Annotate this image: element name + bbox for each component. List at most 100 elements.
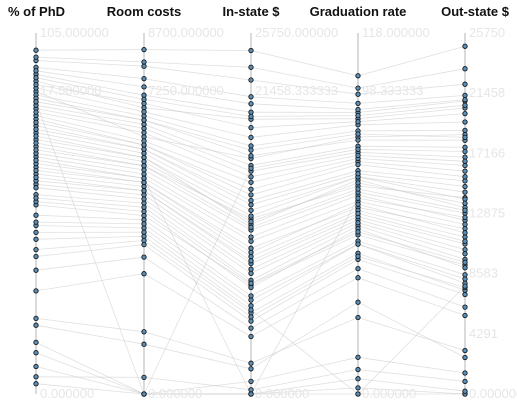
- data-point: [355, 201, 361, 207]
- data-point: [462, 272, 468, 278]
- data-point: [462, 81, 468, 87]
- tick-label: 17.500000: [40, 83, 101, 98]
- tick-label: 105.000000: [40, 25, 109, 40]
- axis-title-instate: In-state $: [222, 4, 280, 19]
- data-point: [248, 109, 254, 115]
- data-point: [141, 142, 147, 148]
- data-point: [33, 157, 39, 163]
- data-point: [248, 77, 254, 83]
- tick-label: 17166: [469, 145, 505, 160]
- data-point: [462, 347, 468, 354]
- data-point: [462, 221, 468, 228]
- tick-label: 12875: [469, 206, 505, 221]
- data-point: [141, 329, 147, 335]
- data-point: [462, 312, 468, 319]
- data-point: [141, 391, 147, 397]
- data-point: [462, 259, 468, 265]
- data-point: [462, 196, 468, 202]
- data-point: [248, 253, 254, 260]
- data-point: [33, 140, 39, 146]
- data-point: [141, 188, 147, 194]
- data-point: [462, 148, 468, 155]
- data-point: [248, 318, 254, 324]
- data-point: [33, 119, 39, 126]
- data-point: [33, 75, 39, 81]
- data-point: [248, 192, 254, 198]
- data-point: [462, 230, 468, 236]
- data-point: [355, 91, 361, 97]
- data-point: [462, 168, 468, 174]
- tick-label: 4291: [469, 326, 498, 341]
- data-point: [355, 100, 361, 107]
- data-point: [141, 179, 147, 186]
- tick-label: 118.000000: [362, 25, 430, 40]
- data-point: [248, 391, 254, 397]
- data-point: [141, 84, 147, 90]
- data-point: [355, 85, 361, 91]
- tick-label: 0.000000: [40, 386, 94, 401]
- tick-label: 0.000000: [148, 386, 202, 401]
- data-point: [33, 212, 39, 218]
- data-point: [248, 186, 254, 192]
- axis-title-outstate: Out-state $: [441, 4, 510, 19]
- data-point: [141, 204, 147, 210]
- data-point: [248, 207, 254, 213]
- data-point: [248, 325, 254, 331]
- data-point: [462, 110, 468, 117]
- data-point: [141, 117, 147, 123]
- data-point: [141, 92, 147, 98]
- data-point: [355, 106, 361, 113]
- data-point: [248, 314, 254, 320]
- data-point: [141, 146, 147, 152]
- data-point: [248, 47, 254, 54]
- data-point: [355, 186, 361, 192]
- data-point: [355, 119, 361, 125]
- data-point: [248, 307, 254, 313]
- data-point: [248, 238, 254, 244]
- data-point: [462, 225, 468, 232]
- data-point: [33, 133, 39, 139]
- axis-title-room: Room costs: [107, 4, 181, 19]
- data-point: [141, 109, 147, 115]
- data-point: [248, 94, 254, 100]
- data-point: [248, 249, 254, 256]
- data-point: [248, 64, 254, 70]
- data-point: [141, 158, 147, 165]
- data-point: [141, 341, 147, 347]
- data-point: [141, 221, 147, 227]
- data-point: [248, 101, 254, 107]
- data-point: [141, 374, 147, 381]
- data-point: [355, 152, 361, 159]
- data-point: [462, 174, 468, 180]
- data-point: [33, 350, 39, 356]
- data-point: [248, 224, 254, 230]
- data-point: [33, 81, 39, 88]
- data-point: [462, 158, 468, 164]
- data-point: [355, 229, 361, 235]
- data-point: [462, 134, 468, 141]
- data-point: [141, 129, 147, 136]
- data-point: [462, 246, 468, 253]
- data-point: [248, 143, 254, 149]
- data-point: [33, 339, 39, 346]
- data-point: [355, 366, 361, 373]
- data-point: [33, 267, 39, 273]
- data-point: [462, 207, 468, 213]
- data-point: [355, 171, 361, 177]
- data-point: [248, 303, 254, 309]
- data-point: [33, 147, 39, 153]
- tick-label: 21458: [469, 85, 505, 100]
- tick-label: 25750.000000: [255, 25, 338, 40]
- data-point: [462, 96, 468, 103]
- data-point: [248, 258, 254, 264]
- tick-label: 98.333333: [362, 83, 423, 98]
- data-point: [355, 146, 361, 152]
- tick-label: 0.000000: [362, 386, 416, 401]
- data-point: [462, 388, 468, 394]
- data-point: [462, 276, 468, 282]
- data-point: [33, 315, 39, 322]
- data-point: [462, 92, 468, 99]
- data-point: [141, 96, 147, 103]
- data-point: [355, 253, 361, 259]
